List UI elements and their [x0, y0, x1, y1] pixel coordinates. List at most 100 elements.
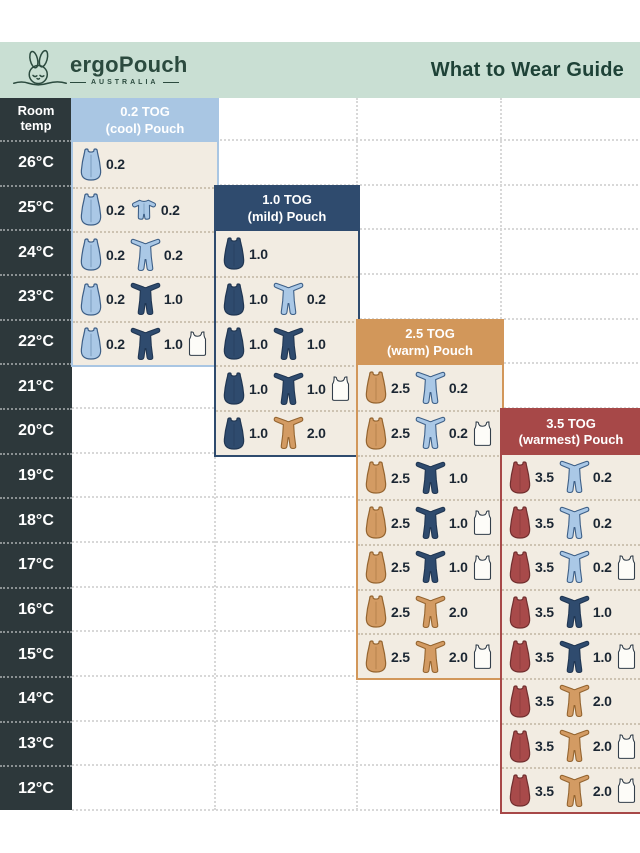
temp-label-26°C: 26°C — [0, 140, 72, 185]
pouch-icon — [222, 416, 246, 451]
outfit-row-26°C: 0.2 — [73, 142, 217, 187]
onesie-item: 1.0 — [415, 461, 468, 495]
tog-value: 2.0 — [448, 603, 468, 620]
onesie-item: 0.2 — [559, 460, 612, 494]
pouch-item: 1.0 — [222, 236, 268, 271]
tog-value: 2.5 — [391, 603, 410, 620]
temp-label-20°C: 20°C — [0, 407, 72, 453]
onesie-item: 1.0 — [559, 595, 612, 629]
onesie-item: 0.2 — [415, 371, 468, 405]
outfit-row-22°C: 0.2 1.0 — [73, 320, 217, 366]
outfit-row-16°C: 2.5 2.0 — [358, 588, 502, 634]
temp-label-24°C: 24°C — [0, 229, 72, 274]
panel-rows: 2.5 0.2 2.5 0.2 2.5 1.0 2.5 1.0 2.5 1.0 … — [358, 365, 502, 678]
tog-value: 3.5 — [535, 604, 554, 621]
temp-label-22°C: 22°C — [0, 318, 72, 364]
pouch-item: 2.5 — [364, 594, 410, 629]
tog-value: 1.0 — [163, 335, 183, 352]
tog-value: 0.2 — [592, 559, 612, 576]
pouch-icon — [79, 147, 103, 182]
onesie-icon — [559, 460, 590, 494]
onesie-item: 2.0 — [559, 729, 612, 763]
pouch-item: 2.5 — [364, 505, 410, 540]
grid-hline — [72, 719, 638, 722]
grid-hline — [72, 139, 638, 141]
singlet-item — [617, 733, 636, 760]
outfit-row-21°C: 2.5 0.2 — [358, 365, 502, 410]
tog-value: 1.0 — [163, 291, 183, 308]
onesie-item: 0.2 — [415, 416, 468, 450]
tog-value: 3.5 — [535, 514, 554, 531]
tog-value: 0.2 — [592, 514, 612, 531]
pouch-item: 0.2 — [79, 326, 125, 361]
tog-value: 2.5 — [391, 648, 410, 665]
tog-value: 0.2 — [160, 201, 180, 218]
onesie-icon — [415, 461, 446, 495]
panel-title: 3.5 TOG (warmest) Pouch — [502, 410, 640, 455]
onesie-icon — [130, 238, 161, 272]
outfit-row-16°C: 3.5 1.0 — [502, 588, 640, 634]
brand-subtitle: AUSTRALIA — [70, 79, 188, 86]
onesie-icon — [415, 371, 446, 405]
pouch-item: 1.0 — [222, 326, 268, 361]
tog-value: 2.0 — [448, 648, 468, 665]
pouch-item: 1.0 — [222, 416, 268, 451]
tog-value: 0.2 — [106, 201, 125, 218]
panel-rows: 3.5 0.2 3.5 0.2 3.5 0.2 3.5 1.0 3.5 1.0 … — [502, 454, 640, 812]
singlet-item — [473, 643, 492, 670]
tog-value: 1.0 — [249, 245, 268, 262]
tog-value: 3.5 — [535, 469, 554, 486]
onesie-icon — [559, 729, 590, 763]
pouch-item: 0.2 — [79, 282, 125, 317]
tog-value: 1.0 — [592, 604, 612, 621]
outfit-row-25°C: 0.2 0.2 — [73, 186, 217, 232]
panel-rows: 0.2 0.2 0.2 0.2 0.2 0.2 1.0 0.2 1.0 — [73, 142, 217, 366]
onesie-icon — [273, 372, 304, 406]
singlet-icon — [473, 509, 492, 536]
tog-value: 0.2 — [106, 246, 125, 263]
grid-hline — [72, 585, 638, 588]
tog-value: 1.0 — [249, 291, 268, 308]
tog-value: 1.0 — [249, 425, 268, 442]
panel-1-0-tog: 1.0 TOG (mild) Pouch 1.0 1.0 0.2 1.0 1.0… — [214, 184, 360, 457]
tog-value: 0.2 — [106, 335, 125, 352]
pouch-icon — [79, 282, 103, 317]
tog-value: 0.2 — [306, 291, 326, 308]
brand-logo: ergoPouch AUSTRALIA — [12, 45, 188, 95]
onesie-item: 1.0 — [130, 327, 183, 361]
outfit-row-18°C: 2.5 1.0 — [358, 499, 502, 544]
singlet-item — [617, 643, 636, 670]
outfit-row-20°C: 1.0 2.0 — [216, 409, 358, 455]
pouch-icon — [364, 550, 388, 585]
pouch-icon — [508, 505, 532, 540]
onesie-item: 0.2 — [130, 238, 183, 272]
temp-column-header: Room temp — [17, 103, 55, 133]
panel-2-5-tog: 2.5 TOG (warm) Pouch 2.5 0.2 2.5 0.2 2.5… — [356, 318, 504, 680]
pouch-item: 3.5 — [508, 729, 554, 764]
brand-text: ergoPouch AUSTRALIA — [70, 54, 188, 86]
tog-value: 2.5 — [391, 469, 410, 486]
pouch-icon — [364, 639, 388, 674]
onesie-icon — [559, 640, 590, 674]
outfit-row-19°C: 3.5 0.2 — [502, 455, 640, 500]
tog-value: 1.0 — [249, 380, 268, 397]
outfit-row-17°C: 3.5 0.2 — [502, 544, 640, 589]
outfit-row-13°C: 3.5 2.0 — [502, 722, 640, 768]
app-header: ergoPouch AUSTRALIA What to Wear Guide — [0, 42, 640, 98]
singlet-item — [617, 554, 636, 581]
pouch-icon — [364, 594, 388, 629]
singlet-icon — [617, 733, 636, 760]
temp-label-17°C: 17°C — [0, 541, 72, 587]
pouch-item: 3.5 — [508, 595, 554, 630]
pouch-icon — [364, 505, 388, 540]
singlet-icon — [473, 554, 492, 581]
onesie-icon — [415, 416, 446, 450]
onesie-icon — [559, 774, 590, 808]
onesie-item: 1.0 — [415, 506, 468, 540]
panel-rows: 1.0 1.0 0.2 1.0 1.0 1.0 1.0 1.0 2.0 — [216, 231, 358, 455]
pouch-item: 2.5 — [364, 550, 410, 585]
singlet-item — [473, 509, 492, 536]
pouch-item: 3.5 — [508, 505, 554, 540]
pouch-item: 3.5 — [508, 773, 554, 808]
